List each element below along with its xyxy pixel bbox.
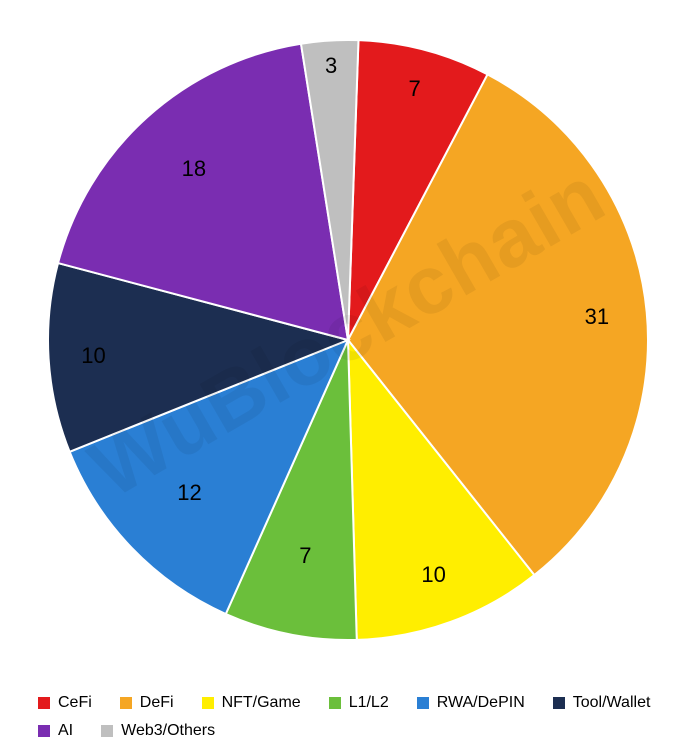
legend-item: NFT/Game	[202, 694, 301, 712]
legend-label: RWA/DePIN	[437, 694, 525, 712]
legend-swatch	[202, 697, 214, 709]
legend-label: Tool/Wallet	[573, 694, 651, 712]
slice-value-label: 7	[409, 76, 421, 102]
slice-value-label: 7	[299, 543, 311, 569]
legend-label: Web3/Others	[121, 722, 215, 740]
legend-label: CeFi	[58, 694, 92, 712]
legend-swatch	[120, 697, 132, 709]
legend-swatch	[101, 725, 113, 737]
legend-label: DeFi	[140, 694, 174, 712]
pie-chart-svg	[0, 0, 696, 680]
pie-chart-area: WuBlockchain 7311071210183	[0, 0, 696, 680]
legend-swatch	[329, 697, 341, 709]
legend-item: L1/L2	[329, 694, 389, 712]
slice-value-label: 31	[585, 304, 609, 330]
legend-swatch	[417, 697, 429, 709]
legend-item: CeFi	[38, 694, 92, 712]
slice-value-label: 3	[325, 53, 337, 79]
legend-swatch	[38, 697, 50, 709]
legend-item: AI	[38, 722, 73, 740]
legend-item: DeFi	[120, 694, 174, 712]
slice-value-label: 10	[421, 562, 445, 588]
slice-value-label: 12	[177, 480, 201, 506]
page-root: WuBlockchain 7311071210183 CeFiDeFiNFT/G…	[0, 0, 696, 754]
legend: CeFi DeFi NFT/Game L1/L2 RWA/DePIN Tool/Walle…	[38, 694, 676, 740]
legend-swatch	[553, 697, 565, 709]
slice-value-label: 18	[182, 156, 206, 182]
legend-item: Web3/Others	[101, 722, 215, 740]
slice-value-label: 10	[81, 343, 105, 369]
legend-label: NFT/Game	[222, 694, 301, 712]
legend-item: RWA/DePIN	[417, 694, 525, 712]
legend-swatch	[38, 725, 50, 737]
legend-label: L1/L2	[349, 694, 389, 712]
legend-item: Tool/Wallet	[553, 694, 651, 712]
legend-label: AI	[58, 722, 73, 740]
